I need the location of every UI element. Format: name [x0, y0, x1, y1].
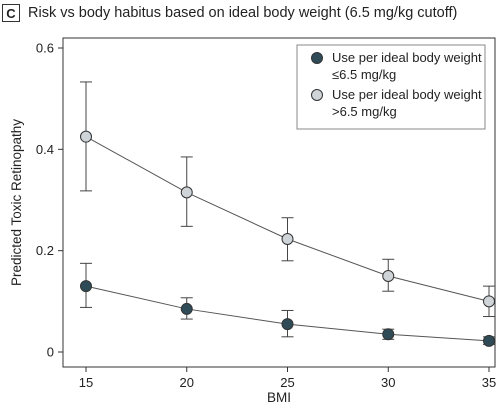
legend: Use per ideal body weight ≤6.5 mg/kg Use p…	[296, 44, 486, 130]
legend-box	[296, 44, 486, 130]
plot-frame	[62, 37, 496, 368]
data-point	[382, 328, 395, 341]
x-tick-label: 25	[280, 375, 294, 390]
legend-label: Use per ideal body weight	[332, 87, 482, 102]
chart-header: C Risk vs body habitus based on ideal bo…	[2, 2, 457, 24]
series-1	[80, 262, 495, 347]
data-point	[80, 280, 92, 293]
legend-marker	[311, 52, 323, 64]
legend-marker	[311, 89, 323, 101]
series-2	[80, 81, 495, 318]
legend-label: ≤6.5 mg/kg	[332, 67, 396, 82]
y-tick-label: 0.6	[36, 41, 54, 56]
data-point	[281, 318, 294, 331]
data-point	[483, 295, 495, 308]
data-point	[80, 130, 92, 143]
legend-label: Use per ideal body weight	[332, 50, 482, 65]
x-axis-label: BMI	[267, 390, 291, 405]
x-tick-label: 35	[482, 375, 496, 390]
legend-label: >6.5 mg/kg	[332, 104, 397, 119]
data-point	[180, 186, 193, 199]
data-point	[281, 233, 294, 246]
data-point	[180, 302, 193, 315]
x-tick-label: 15	[79, 375, 93, 390]
data-point	[382, 270, 395, 282]
y-tick-label: 0.4	[36, 142, 54, 157]
y-tick-label: 0	[47, 345, 54, 360]
y-axis-label: Predicted Toxic Retinopathy	[9, 119, 24, 286]
y-tick-label: 0.2	[36, 243, 54, 258]
x-tick-label: 30	[381, 375, 395, 390]
x-tick-label: 20	[180, 375, 194, 390]
data-point	[483, 334, 495, 347]
chart-title: Risk vs body habitus based on ideal body…	[28, 5, 458, 21]
panel-label: C	[2, 4, 20, 22]
